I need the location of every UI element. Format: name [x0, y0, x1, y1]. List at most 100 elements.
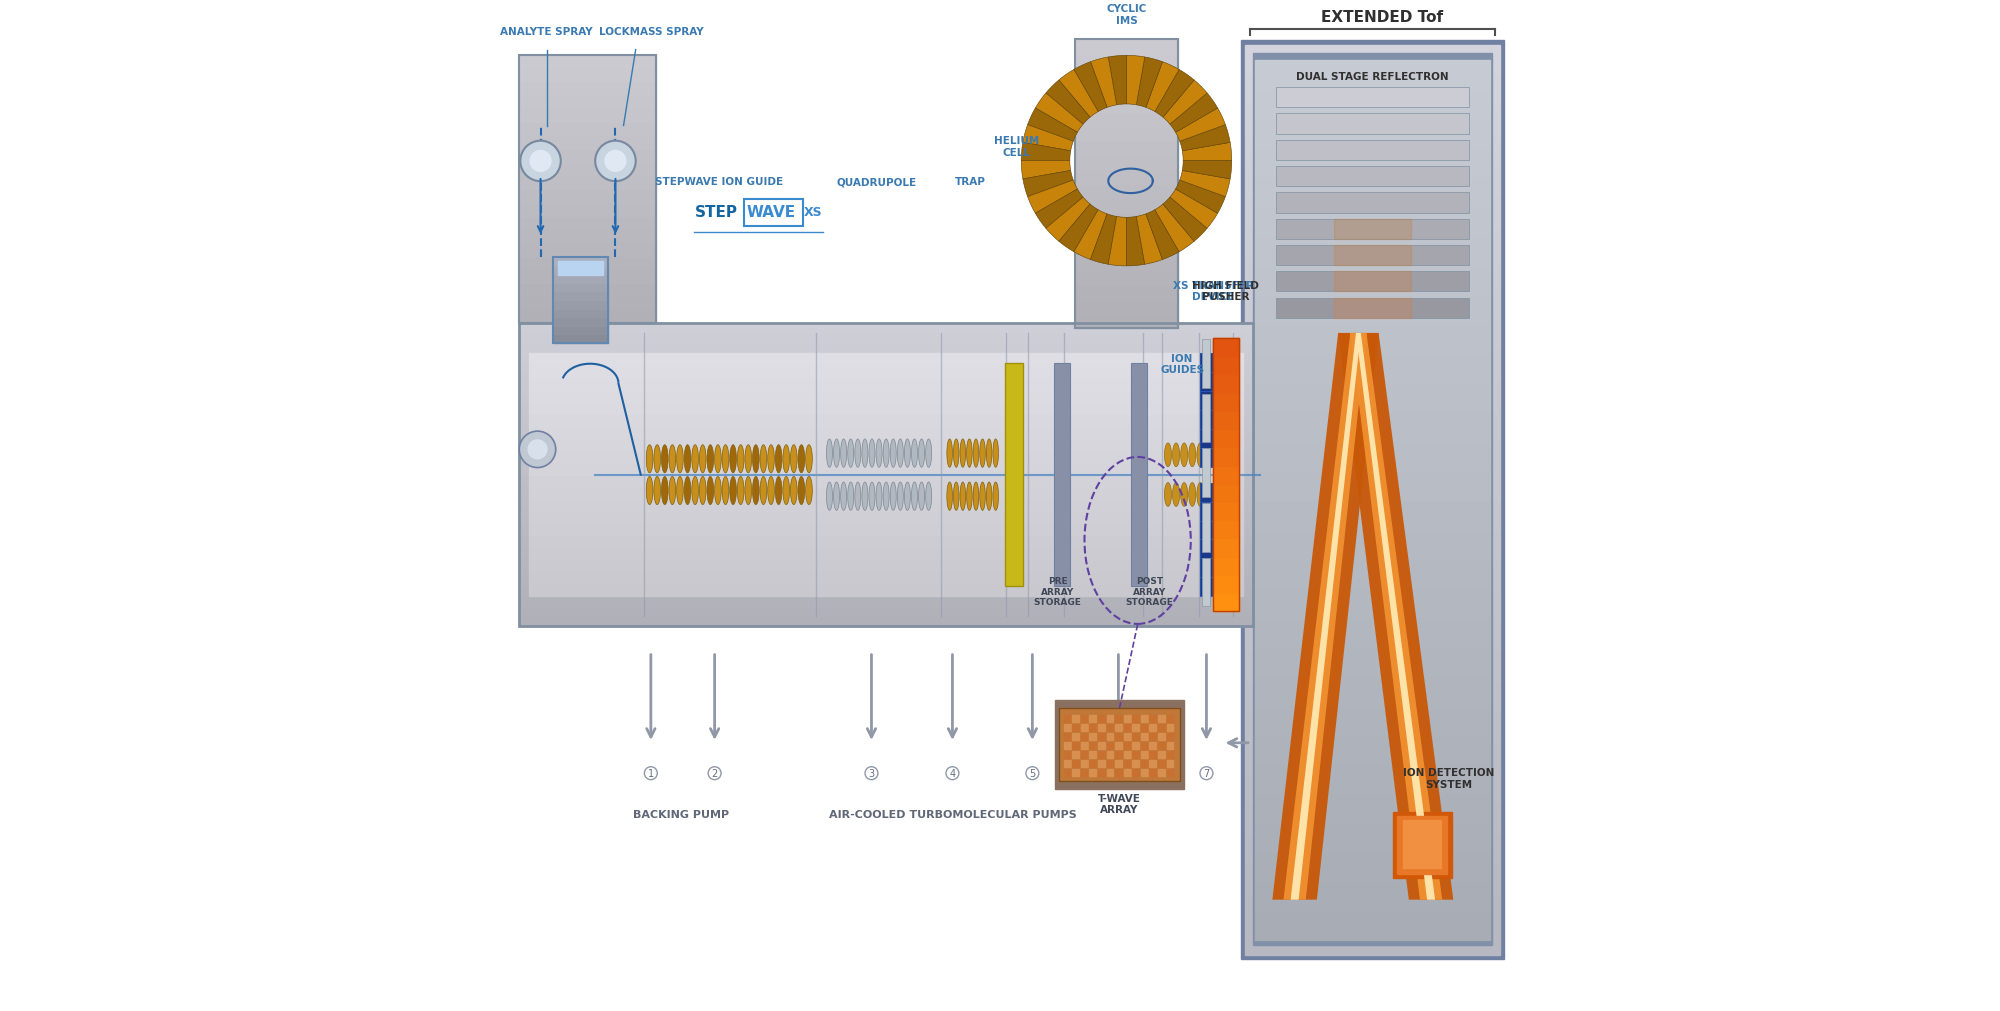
Ellipse shape — [670, 477, 676, 506]
Ellipse shape — [738, 477, 744, 506]
FancyBboxPatch shape — [1256, 325, 1490, 354]
FancyBboxPatch shape — [1202, 558, 1210, 607]
FancyBboxPatch shape — [1080, 725, 1088, 732]
Wedge shape — [1108, 217, 1126, 267]
FancyBboxPatch shape — [1080, 716, 1088, 723]
FancyBboxPatch shape — [1098, 760, 1104, 767]
Wedge shape — [1126, 217, 1144, 267]
FancyBboxPatch shape — [1090, 742, 1096, 749]
FancyBboxPatch shape — [520, 455, 1252, 465]
Wedge shape — [1022, 125, 1074, 152]
FancyBboxPatch shape — [1256, 764, 1490, 794]
Wedge shape — [1146, 63, 1180, 112]
FancyBboxPatch shape — [1244, 258, 1500, 288]
Text: 5: 5 — [1030, 768, 1036, 778]
Ellipse shape — [992, 482, 998, 511]
Ellipse shape — [676, 477, 684, 506]
Wedge shape — [1022, 162, 1070, 180]
FancyBboxPatch shape — [520, 425, 1252, 435]
Ellipse shape — [806, 477, 812, 506]
Ellipse shape — [992, 440, 998, 468]
Ellipse shape — [974, 482, 978, 511]
FancyBboxPatch shape — [520, 344, 1252, 354]
Wedge shape — [1028, 181, 1078, 214]
Ellipse shape — [954, 482, 960, 511]
FancyBboxPatch shape — [1256, 354, 1490, 383]
Ellipse shape — [776, 445, 782, 473]
FancyBboxPatch shape — [530, 499, 1242, 512]
FancyBboxPatch shape — [1106, 751, 1114, 758]
FancyBboxPatch shape — [1244, 76, 1500, 106]
FancyBboxPatch shape — [520, 244, 656, 257]
FancyBboxPatch shape — [1132, 760, 1140, 767]
FancyBboxPatch shape — [1244, 318, 1500, 349]
Ellipse shape — [790, 445, 798, 473]
FancyBboxPatch shape — [1256, 295, 1490, 325]
FancyBboxPatch shape — [1074, 271, 1178, 285]
FancyBboxPatch shape — [1256, 794, 1490, 823]
Ellipse shape — [738, 445, 744, 473]
FancyBboxPatch shape — [1080, 760, 1088, 767]
Wedge shape — [1126, 57, 1144, 106]
Ellipse shape — [904, 482, 910, 511]
FancyBboxPatch shape — [1244, 470, 1500, 500]
FancyBboxPatch shape — [1256, 559, 1490, 588]
Ellipse shape — [782, 445, 790, 473]
Ellipse shape — [714, 445, 722, 473]
FancyBboxPatch shape — [1074, 70, 1178, 84]
FancyBboxPatch shape — [1244, 713, 1500, 743]
FancyBboxPatch shape — [552, 309, 608, 317]
Ellipse shape — [904, 440, 910, 468]
FancyBboxPatch shape — [1074, 55, 1178, 70]
Ellipse shape — [782, 477, 790, 506]
FancyBboxPatch shape — [1256, 119, 1490, 149]
Ellipse shape — [918, 482, 924, 511]
FancyBboxPatch shape — [1140, 716, 1148, 723]
FancyBboxPatch shape — [520, 445, 1252, 455]
Text: CYCLIC
IMS: CYCLIC IMS — [1106, 4, 1146, 26]
Text: PRE
ARRAY
STORAGE: PRE ARRAY STORAGE — [1034, 576, 1082, 607]
FancyBboxPatch shape — [1244, 682, 1500, 713]
FancyBboxPatch shape — [1064, 734, 1070, 741]
FancyBboxPatch shape — [1256, 618, 1490, 647]
FancyBboxPatch shape — [1106, 725, 1114, 732]
FancyBboxPatch shape — [1256, 852, 1490, 882]
FancyBboxPatch shape — [1244, 45, 1500, 76]
Ellipse shape — [912, 440, 918, 468]
Ellipse shape — [974, 440, 978, 468]
Ellipse shape — [722, 445, 728, 473]
Bar — [1074, 40, 1178, 329]
FancyBboxPatch shape — [520, 203, 656, 216]
Ellipse shape — [1196, 444, 1204, 467]
Ellipse shape — [768, 445, 774, 473]
Text: EXTENDED Tof: EXTENDED Tof — [1322, 10, 1444, 24]
Ellipse shape — [714, 477, 722, 506]
FancyBboxPatch shape — [1064, 742, 1070, 749]
FancyBboxPatch shape — [1064, 751, 1070, 758]
Ellipse shape — [654, 477, 660, 506]
Wedge shape — [1058, 71, 1098, 118]
FancyBboxPatch shape — [1074, 142, 1178, 156]
Wedge shape — [1154, 205, 1194, 253]
FancyBboxPatch shape — [1212, 357, 1238, 375]
FancyBboxPatch shape — [520, 485, 1252, 495]
FancyBboxPatch shape — [1244, 440, 1500, 470]
Wedge shape — [1090, 214, 1116, 265]
FancyBboxPatch shape — [530, 560, 1242, 572]
FancyBboxPatch shape — [1090, 734, 1096, 741]
FancyBboxPatch shape — [1402, 821, 1442, 867]
FancyBboxPatch shape — [552, 301, 608, 309]
FancyBboxPatch shape — [1166, 716, 1174, 723]
Ellipse shape — [966, 482, 972, 511]
FancyBboxPatch shape — [530, 572, 1242, 584]
FancyBboxPatch shape — [1090, 760, 1096, 767]
FancyBboxPatch shape — [1276, 272, 1470, 292]
FancyBboxPatch shape — [520, 415, 1252, 425]
FancyBboxPatch shape — [1244, 622, 1500, 652]
Wedge shape — [1176, 109, 1226, 143]
Ellipse shape — [662, 477, 668, 506]
Ellipse shape — [760, 445, 766, 473]
Ellipse shape — [890, 440, 896, 468]
FancyBboxPatch shape — [1244, 561, 1500, 591]
Ellipse shape — [752, 445, 760, 473]
